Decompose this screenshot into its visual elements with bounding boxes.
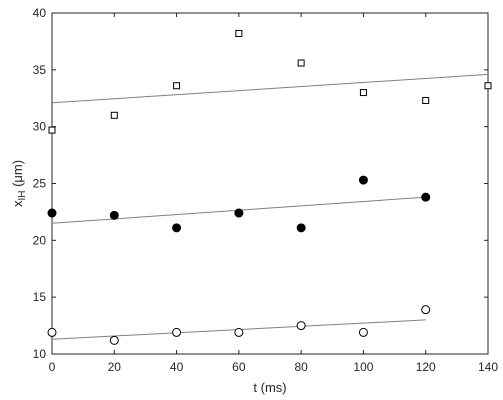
- data-point-series-1: [359, 89, 367, 97]
- data-point-series-3: [358, 327, 368, 337]
- data-point-series-1: [422, 97, 430, 105]
- data-point-series-2: [296, 223, 306, 233]
- data-point-series-2: [358, 175, 368, 185]
- data-point-series-1: [48, 126, 56, 134]
- plot-area: [51, 12, 489, 355]
- y-axis-label-subscript: IH: [17, 191, 28, 201]
- y-tick-label: 10: [33, 347, 47, 361]
- y-tick-label: 20: [33, 233, 47, 247]
- x-tick-label: 20: [108, 360, 122, 374]
- y-axis-label-unit: (μm): [10, 160, 25, 191]
- x-tick-label: 80: [294, 360, 308, 374]
- y-tick-label: 30: [33, 120, 47, 134]
- data-point-series-2: [109, 210, 119, 220]
- y-tick-label: 40: [33, 6, 47, 20]
- data-point-series-1: [484, 82, 492, 90]
- y-tick-label: 35: [33, 63, 47, 77]
- data-point-series-3: [234, 327, 244, 337]
- data-point-series-3: [421, 305, 431, 315]
- x-tick-label: 100: [353, 360, 373, 374]
- data-point-series-3: [296, 321, 306, 331]
- data-point-series-2: [172, 223, 182, 233]
- tick-labels: 0 20 40 60 80 100 120 140 10 15 20 25 30 35 40: [33, 6, 499, 374]
- data-point-series-2: [234, 208, 244, 218]
- axis-ticks: [51, 12, 489, 355]
- x-axis-label: t (ms): [253, 380, 286, 395]
- data-point-series-3: [109, 335, 119, 345]
- x-tick-label: 140: [478, 360, 498, 374]
- y-axis-label-main: x: [10, 200, 25, 207]
- x-tick-label: 40: [170, 360, 184, 374]
- data-point-series-3: [172, 327, 182, 337]
- x-tick-label: 120: [416, 360, 436, 374]
- data-point-series-1: [235, 29, 243, 37]
- fit-line-series-1: [51, 73, 489, 104]
- y-tick-label: 15: [33, 290, 47, 304]
- data-point-series-2: [47, 208, 57, 218]
- data-point-series-1: [110, 111, 118, 119]
- data-markers: [47, 29, 492, 345]
- x-tick-label: 60: [232, 360, 246, 374]
- data-point-series-1: [297, 59, 305, 67]
- x-tick-label: 0: [49, 360, 56, 374]
- data-point-series-2: [421, 192, 431, 202]
- y-tick-label: 25: [33, 177, 47, 191]
- data-point-series-3: [47, 327, 57, 337]
- y-axis-label: xIH (μm): [10, 160, 28, 207]
- data-point-series-1: [173, 82, 181, 90]
